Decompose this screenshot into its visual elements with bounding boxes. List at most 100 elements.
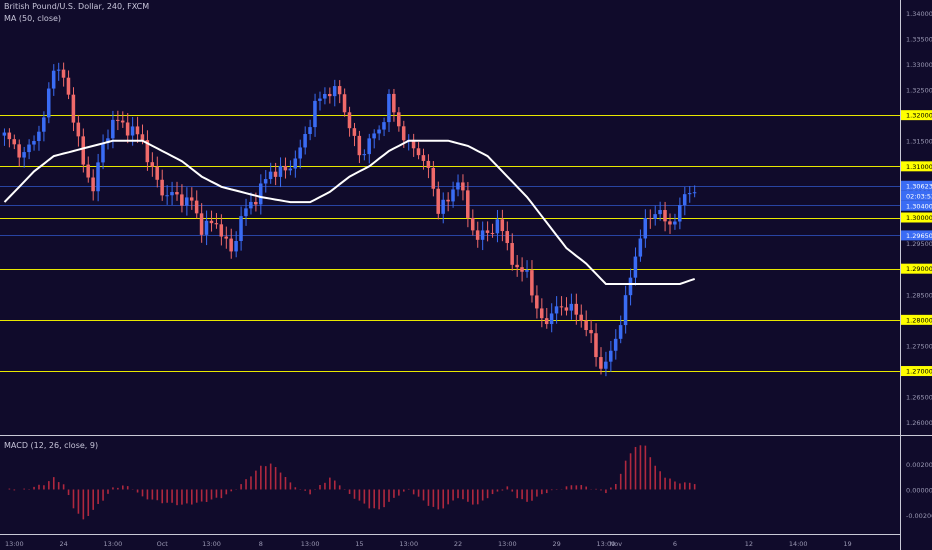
price-label-box <box>901 200 932 211</box>
macd-tick-label: 0.00000 <box>906 486 932 494</box>
candle-body <box>106 138 110 144</box>
level-label-box <box>901 161 932 172</box>
candle-body <box>594 333 598 358</box>
price-tick-label: 1.27500 <box>906 342 932 350</box>
time-tick-label: 15 <box>355 540 363 548</box>
candle-body <box>372 133 376 139</box>
candle-body <box>42 117 46 132</box>
candle-body <box>446 199 450 202</box>
candle-body <box>209 220 214 224</box>
ma-50-line <box>3 139 696 285</box>
candle-body <box>185 197 189 206</box>
candle-body <box>244 208 248 217</box>
candle-body <box>111 119 115 139</box>
candle-body <box>633 256 638 278</box>
time-tick-label: 13:00 <box>202 540 221 548</box>
candle-body <box>451 189 455 202</box>
candle-body <box>323 93 327 99</box>
candle-body <box>46 88 51 118</box>
candle-body <box>160 179 164 196</box>
axes: 1.34000 1.33500 1.33000 1.32500 1.32000 1.315… <box>5 10 932 548</box>
macd-tick-label: 0.00200 <box>906 461 932 469</box>
candle-body <box>682 194 687 206</box>
candle-body <box>254 201 258 205</box>
level-label-box <box>901 212 932 223</box>
candle-body <box>125 122 130 136</box>
candle-body <box>135 126 140 135</box>
candle-body <box>687 193 692 195</box>
candle-body <box>535 295 539 309</box>
candle-body <box>525 270 529 272</box>
macd-tick-label: -0.00200 <box>906 512 932 520</box>
time-tick-label: Oct <box>157 540 169 548</box>
price-tick-label: 1.33000 <box>906 61 932 69</box>
candle-body <box>7 132 12 140</box>
candle-body <box>500 219 505 232</box>
candle-body <box>170 192 174 196</box>
candle-body <box>298 147 302 159</box>
candle-body <box>86 164 90 178</box>
candle-body <box>554 306 559 314</box>
time-tick-label: Nov <box>609 540 622 548</box>
candle-body <box>638 238 643 257</box>
candle-body <box>234 240 238 252</box>
candle-body <box>56 69 61 71</box>
candle-body <box>648 218 652 220</box>
price-label-box <box>901 230 932 241</box>
candle-body <box>461 182 465 191</box>
candle-body <box>520 267 524 272</box>
candle-body <box>268 171 273 180</box>
price-tick-label: 1.31500 <box>906 138 932 146</box>
candle-body <box>411 139 416 149</box>
candle-body <box>569 303 574 311</box>
candle-body <box>66 77 71 95</box>
candle-body <box>101 143 105 163</box>
candles <box>2 62 697 377</box>
level-label-box <box>901 366 932 377</box>
candle-body <box>510 243 514 265</box>
candle-body <box>584 320 588 331</box>
candle-body <box>357 135 362 156</box>
time-tick-label: 14:00 <box>789 540 808 548</box>
price-tick-label: 1.33500 <box>906 35 932 43</box>
candle-body <box>347 112 352 129</box>
candle-body <box>17 144 21 158</box>
candle-body <box>165 195 169 197</box>
candle-body <box>273 171 278 177</box>
level-label: 1.31000 <box>906 163 932 171</box>
price-label-box <box>901 190 932 201</box>
candle-body <box>258 183 263 205</box>
price-label: 1.29650 <box>906 232 932 240</box>
candle-body <box>263 179 268 184</box>
candle-body <box>12 139 16 145</box>
candle-body <box>653 214 657 219</box>
candle-body <box>352 128 357 136</box>
macd-title: MACD (12, 26, close, 9) <box>4 441 99 450</box>
price-label: 1.30623 <box>906 182 932 190</box>
level-label: 1.30000 <box>906 214 932 222</box>
ma-title: MA (50, close) <box>4 14 62 23</box>
candle-body <box>495 219 500 234</box>
candle-body <box>51 70 56 89</box>
price-tick-label: 1.26500 <box>906 394 932 402</box>
candle-body <box>96 162 100 192</box>
candle-body <box>332 86 337 97</box>
level-label: 1.32000 <box>906 112 932 120</box>
candle-body <box>663 210 667 222</box>
candle-body <box>115 119 120 121</box>
time-tick-label: 22 <box>454 540 462 548</box>
price-tick-label: 1.34000 <box>906 10 932 18</box>
candle-body <box>313 100 317 128</box>
candle-body <box>618 325 623 339</box>
level-label: 1.28000 <box>906 316 932 324</box>
candle-body <box>604 361 608 369</box>
candle-body <box>505 231 509 244</box>
candle-body <box>401 126 406 141</box>
candle-body <box>140 134 145 141</box>
price-label: 1.30400 <box>906 202 932 210</box>
candle-body <box>327 93 332 97</box>
candle-body <box>382 122 386 130</box>
